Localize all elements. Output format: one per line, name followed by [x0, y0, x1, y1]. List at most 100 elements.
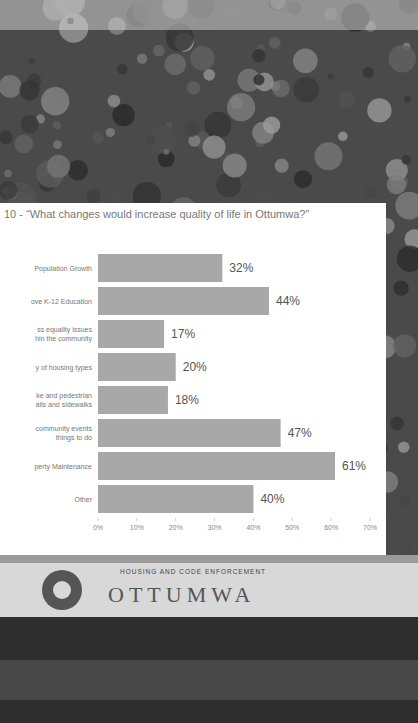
leaf: [293, 48, 318, 73]
trees: [0, 0, 418, 567]
sign-logo-inner: [53, 581, 71, 599]
category-line: ails and sidewalks: [36, 401, 93, 408]
sky: [0, 0, 418, 30]
leaf: [294, 77, 320, 103]
bar: [98, 320, 164, 348]
leaf: [163, 149, 169, 155]
sign-name: OTTUMWA: [108, 582, 255, 607]
leaf: [327, 74, 333, 80]
leaf: [367, 98, 391, 122]
leaf: [338, 131, 348, 141]
leaf: [387, 175, 406, 194]
category-line: things to do: [56, 434, 92, 442]
leaf: [41, 87, 69, 115]
leaf: [314, 142, 342, 170]
tick-mark: [214, 518, 215, 521]
sign-board: [0, 555, 418, 617]
category-line: Population Growth: [34, 265, 92, 273]
data-label: 20%: [183, 360, 207, 374]
canvas: HOUSING AND CODE ENFORCEMENT OTTUMWA 10 - …: [0, 0, 418, 723]
leaf: [269, 37, 281, 49]
bar: [98, 419, 281, 447]
tick-label: 70%: [363, 524, 377, 531]
bar: [98, 254, 222, 282]
leaf: [203, 136, 226, 159]
category-line: ke and pedestrian: [36, 392, 92, 400]
leaf: [112, 104, 134, 126]
leaf: [14, 134, 33, 153]
chart-panel: [0, 203, 386, 555]
category-label: community eventsthings to do: [36, 425, 93, 442]
tick-label: 50%: [285, 524, 299, 531]
leaf: [223, 153, 247, 177]
leaf: [111, 193, 121, 203]
leaf: [339, 92, 355, 108]
category-line: perty Maintenance: [34, 463, 92, 471]
leaf: [0, 75, 22, 98]
leaf: [397, 245, 418, 272]
leaf: [203, 69, 215, 81]
leaf: [363, 67, 374, 78]
leaf: [405, 547, 412, 554]
leaf: [137, 54, 147, 64]
leaf: [53, 121, 61, 129]
leaf: [227, 93, 255, 121]
tick-mark: [175, 518, 176, 521]
tick-mark: [331, 518, 332, 521]
bar: [98, 287, 269, 315]
category-line: ove K-12 Education: [31, 298, 92, 305]
leaf: [204, 112, 231, 139]
category-line: y of housing types: [36, 364, 93, 372]
category-line: ss equality issues: [37, 326, 92, 334]
leaf: [184, 121, 200, 137]
leaf: [92, 132, 104, 144]
sign-top: [0, 555, 418, 563]
data-label: 32%: [229, 261, 253, 275]
page: {"chart_data": {"type": "bar", "orientat…: [0, 0, 418, 723]
labels: 32% Population Growth 44% ove K-12 Educatio…: [31, 261, 366, 506]
tick-label: 0%: [93, 524, 103, 531]
leaf: [19, 80, 39, 100]
sign-heading: HOUSING AND CODE ENFORCEMENT: [120, 568, 266, 575]
data-label: 17%: [171, 327, 195, 341]
tick-mark: [253, 518, 254, 521]
leaf: [393, 334, 416, 357]
category-line: Other: [74, 496, 92, 503]
ground-shadow: [0, 617, 418, 723]
tick-mark: [98, 518, 99, 521]
leaf: [365, 187, 377, 199]
leaf: [117, 64, 127, 74]
category-line: community events: [36, 425, 93, 433]
data-label: 40%: [260, 492, 284, 506]
tick-label: 30%: [208, 524, 222, 531]
bar: [98, 353, 176, 381]
leaf: [398, 442, 409, 453]
leaf: [0, 130, 13, 144]
tick-label: 10%: [130, 524, 144, 531]
category-label: ss equality issueshin the community: [35, 326, 92, 343]
bar: [98, 485, 253, 513]
photo-bg: [0, 0, 418, 723]
category-label: Other: [74, 496, 92, 503]
leaf: [68, 160, 88, 180]
tick-mark: [370, 518, 371, 521]
ground: [0, 660, 418, 700]
data-label: 18%: [175, 393, 199, 407]
chart-title: 10 - “What changes would increase qualit…: [4, 208, 309, 220]
leaf: [164, 54, 185, 75]
leaf: [294, 170, 312, 188]
leaf: [28, 58, 35, 65]
tick-label: 40%: [246, 524, 260, 531]
tick-mark: [292, 518, 293, 521]
leaf: [275, 159, 289, 173]
leaf: [146, 135, 156, 145]
sign-logo: [42, 570, 82, 610]
leaf: [106, 128, 115, 137]
leaf: [86, 189, 100, 203]
category-label: ke and pedestrianails and sidewalks: [36, 392, 93, 408]
leaf: [389, 45, 416, 72]
leaf: [47, 155, 70, 178]
leaf: [252, 49, 265, 62]
category-label: ove K-12 Education: [31, 298, 92, 305]
data-label: 44%: [276, 294, 300, 308]
